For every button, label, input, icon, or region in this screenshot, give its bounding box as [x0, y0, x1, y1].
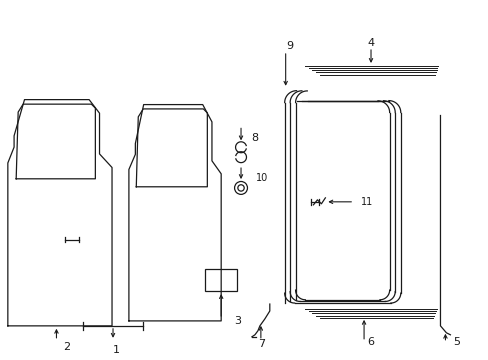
Text: 2: 2 — [62, 342, 70, 352]
Text: 10: 10 — [255, 173, 267, 183]
Text: 7: 7 — [258, 339, 265, 349]
Text: 1: 1 — [112, 345, 119, 355]
Text: 4: 4 — [366, 38, 374, 48]
Text: 9: 9 — [285, 41, 293, 51]
Text: 8: 8 — [251, 133, 258, 143]
Text: 11: 11 — [360, 197, 372, 207]
Text: 6: 6 — [367, 337, 374, 347]
Text: 3: 3 — [234, 316, 241, 326]
Bar — [205, 269, 237, 291]
Text: 5: 5 — [452, 337, 459, 347]
